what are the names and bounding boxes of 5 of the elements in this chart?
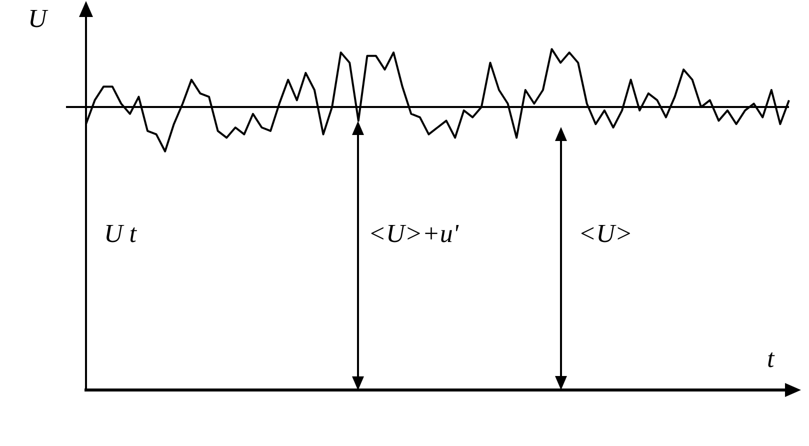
annotation: <U>+u' (368, 218, 459, 248)
annotation: <U> (578, 218, 632, 248)
x-axis-title: t (767, 344, 775, 373)
annotation: U t (104, 218, 138, 248)
y-axis-title: U (28, 4, 49, 33)
